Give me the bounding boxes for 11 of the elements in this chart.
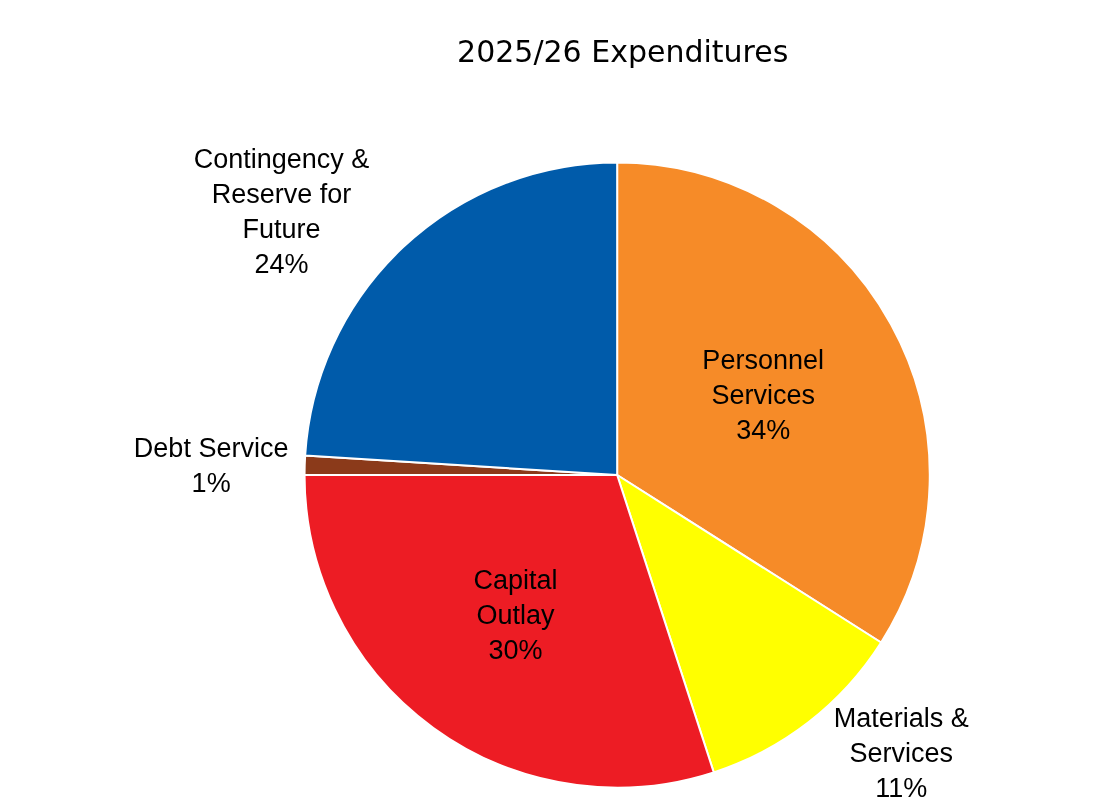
slice-label: Debt Service xyxy=(133,432,289,463)
slice-label: Personnel Services xyxy=(702,344,824,410)
slice-label: Materials & Services xyxy=(833,703,969,769)
slice-label: Contingency & Reserve for Future xyxy=(193,143,370,244)
slice-label: Capital Outlay xyxy=(473,564,558,630)
chart-title: 2025/26 Expenditures xyxy=(457,33,789,69)
data-label: 24% xyxy=(254,248,309,279)
data-label: 11% xyxy=(875,773,928,804)
data-label: 1% xyxy=(191,467,231,498)
data-label: 30% xyxy=(488,634,543,665)
data-label: 34% xyxy=(736,414,791,445)
